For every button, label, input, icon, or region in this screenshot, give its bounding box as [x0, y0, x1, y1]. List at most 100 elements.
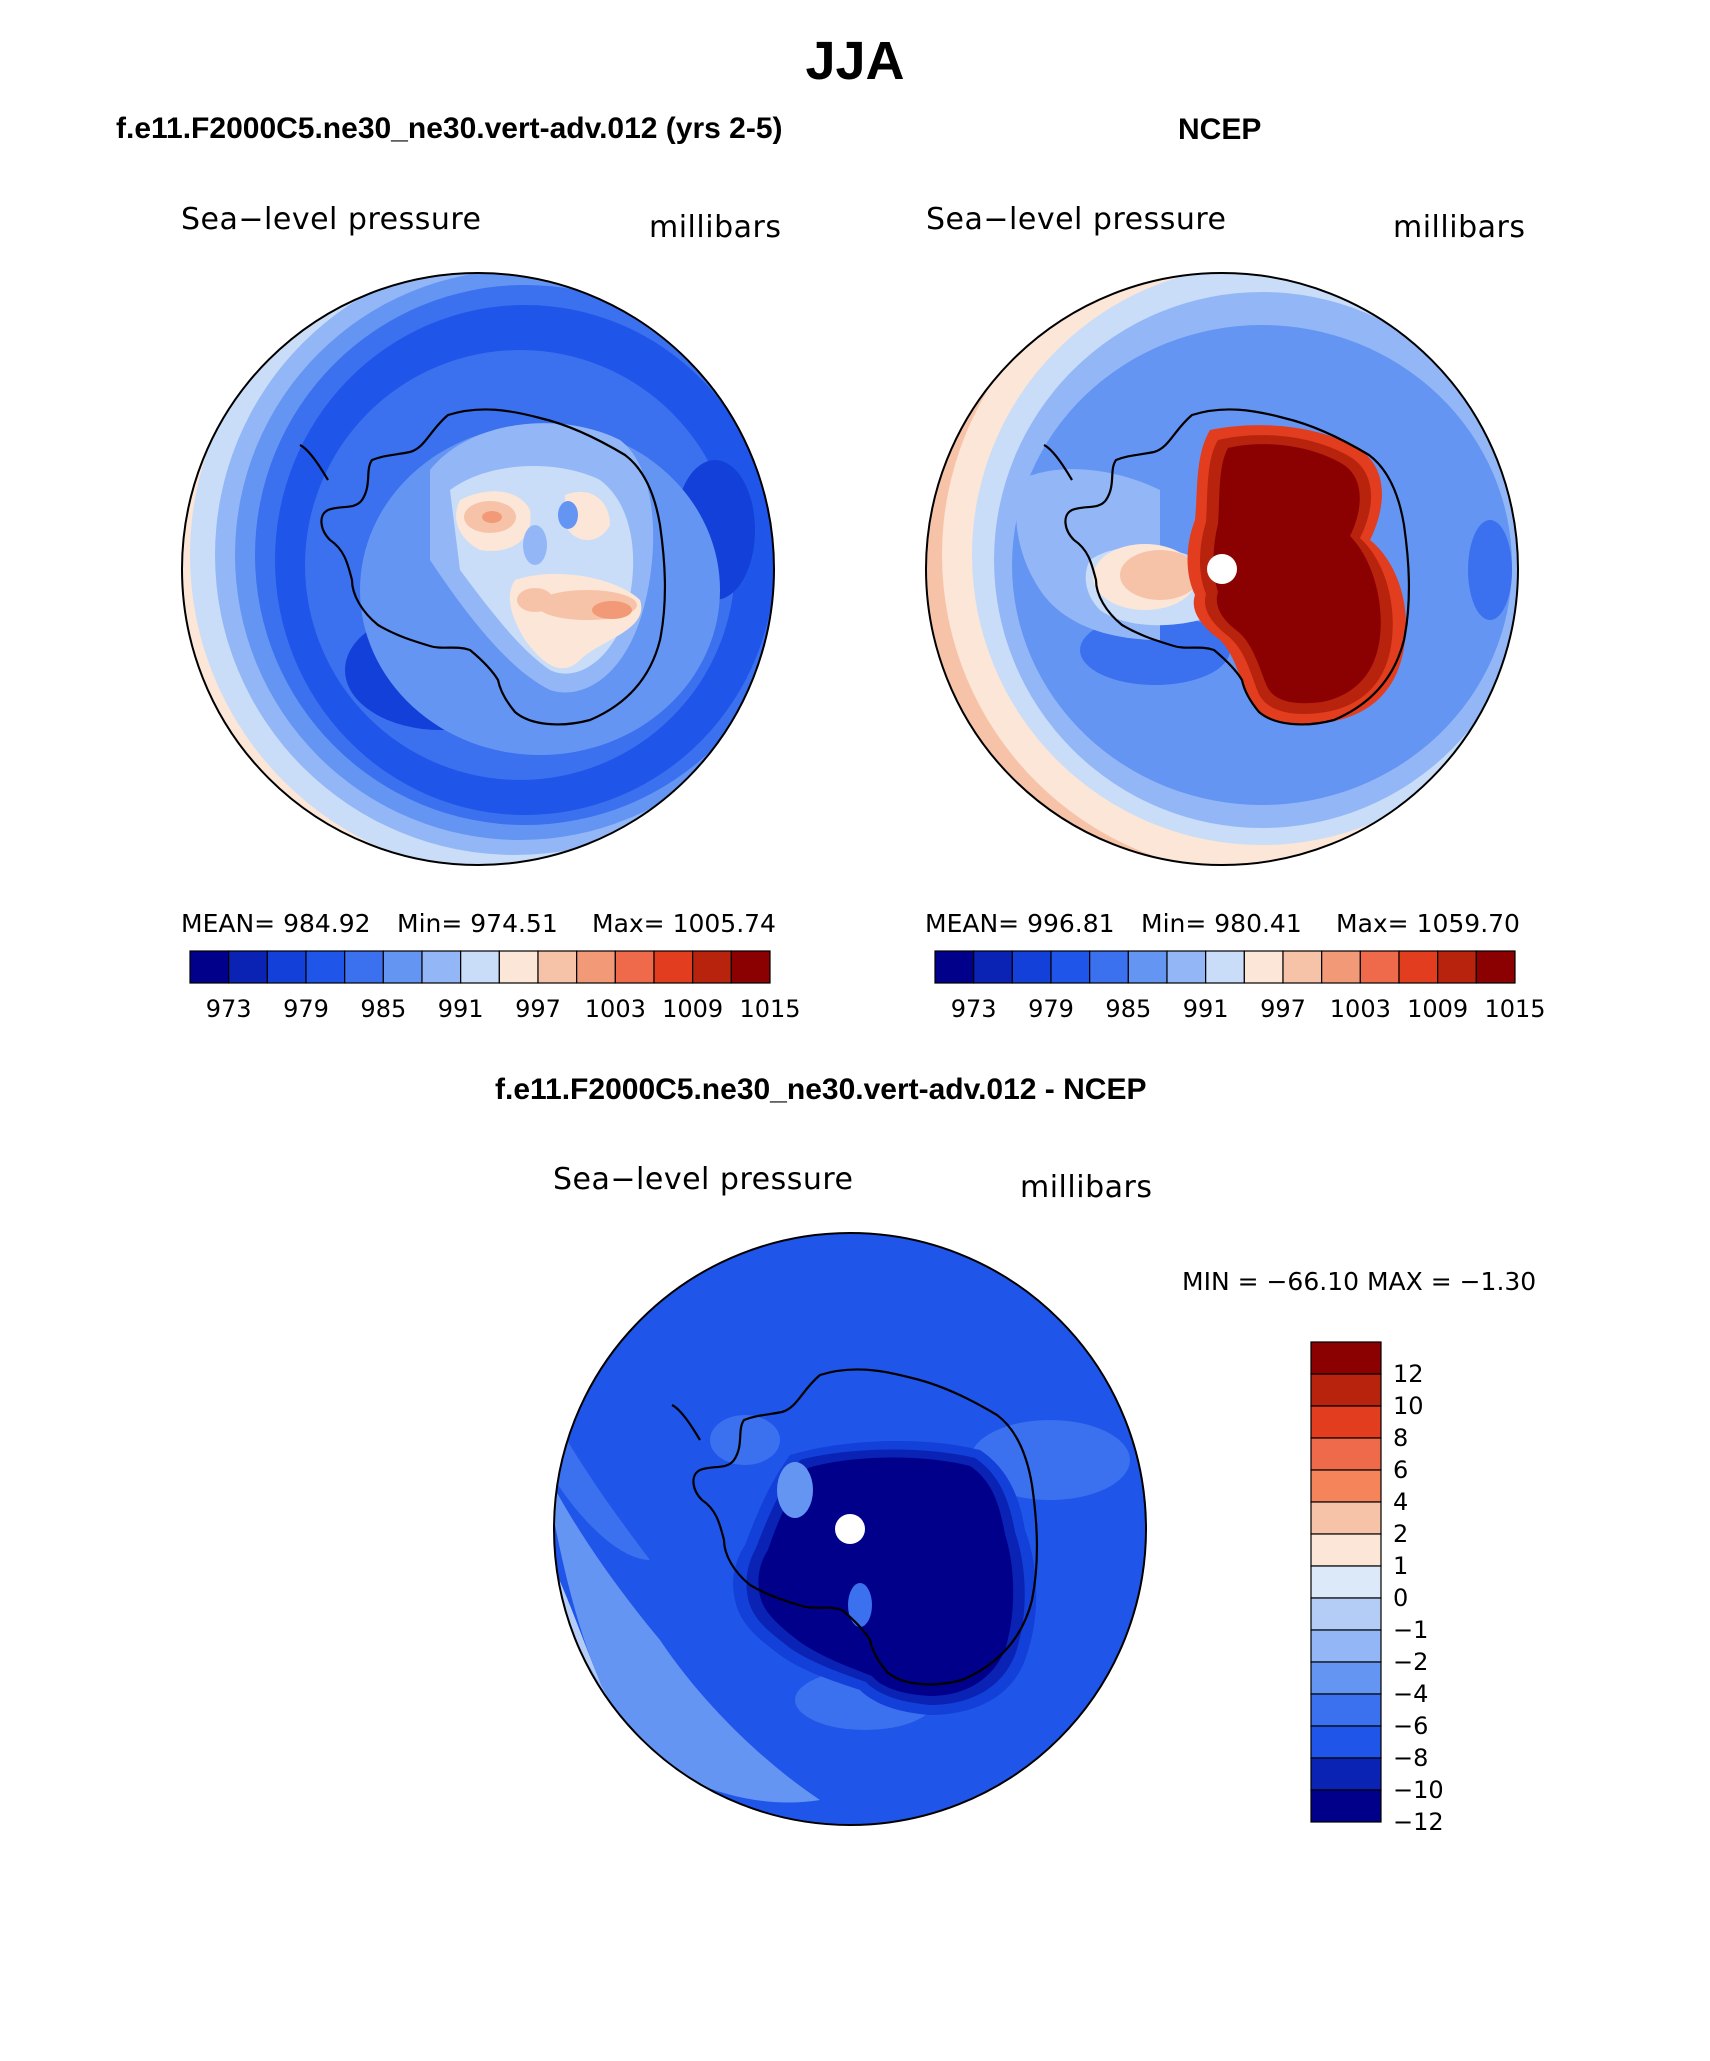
model-colorbar-box-12 — [653, 950, 694, 984]
model-colorbar-box-7 — [460, 950, 500, 984]
diff-field — [554, 1233, 1146, 1825]
diff-case-title: f.e11.F2000C5.ne30_ne30.vert-adv.012 - N… — [495, 1073, 1147, 1106]
diff-colorbar-tick-3: 6 — [1393, 1456, 1409, 1484]
obs-colorbar-box-9 — [1282, 950, 1323, 984]
diff-colorbar-box-10 — [1310, 1661, 1382, 1695]
obs-colorbar-box-0 — [934, 950, 975, 984]
diff-pole-marker — [835, 1514, 865, 1544]
model-mean-stat: MEAN= 984.92 — [181, 909, 371, 938]
model-colorbar-box-11 — [614, 950, 655, 984]
obs-colorbar-box-5 — [1127, 950, 1168, 984]
model-colorbar-box-6 — [421, 950, 462, 984]
diff-colorbar-tick-14: −12 — [1393, 1808, 1444, 1836]
obs-colorbar-box-14 — [1475, 950, 1516, 984]
model-colorbar-tick-6: 1009 — [662, 995, 724, 1023]
diff-colorbar-box-3 — [1310, 1437, 1382, 1471]
obs-colorbar-tick-1: 979 — [1028, 995, 1074, 1023]
diff-colorbar-tick-0: 12 — [1393, 1360, 1424, 1388]
model-colorbar-box-9 — [537, 950, 578, 984]
diff-colorbar-box-2 — [1310, 1405, 1382, 1439]
model-antarctica-coastline — [299, 408, 667, 726]
obs-colorbar — [934, 950, 1516, 984]
diff-colorbar-box-5 — [1310, 1501, 1382, 1535]
model-colorbar-tick-1: 979 — [283, 995, 329, 1023]
obs-colorbar-box-4 — [1089, 950, 1129, 984]
diff-colorbar-tick-7: 0 — [1393, 1584, 1409, 1612]
model-colorbar-box-3 — [305, 950, 346, 984]
diff-colorbar-tick-9: −2 — [1393, 1648, 1429, 1676]
model-variable-label: Sea−level pressure — [181, 202, 482, 237]
obs-colorbar-tick-7: 1015 — [1484, 995, 1546, 1023]
diff-colorbar-box-0 — [1310, 1341, 1382, 1375]
diff-colorbar-box-13 — [1310, 1757, 1382, 1791]
model-colorbar-box-13 — [692, 950, 732, 984]
diff-minmax-stat: MIN = −66.10 MAX = −1.30 — [1182, 1267, 1537, 1296]
model-colorbar-box-1 — [228, 950, 268, 984]
diff-colorbar-box-6 — [1310, 1533, 1382, 1567]
diff-colorbar-box-11 — [1310, 1693, 1382, 1727]
diff-colorbar-tick-8: −1 — [1393, 1616, 1429, 1644]
diff-colorbar-tick-6: 1 — [1393, 1552, 1409, 1580]
obs-case-title: NCEP — [1178, 113, 1262, 146]
diff-colorbar-box-12 — [1310, 1725, 1382, 1759]
obs-colorbar-tick-4: 997 — [1260, 995, 1306, 1023]
model-colorbar-box-10 — [576, 950, 616, 984]
diff-variable-label: Sea−level pressure — [553, 1162, 854, 1197]
diff-colorbar-tick-4: 4 — [1393, 1488, 1409, 1516]
obs-field — [926, 273, 1518, 865]
model-colorbar-box-8 — [498, 950, 539, 984]
obs-colorbar-tick-3: 991 — [1182, 995, 1229, 1023]
model-colorbar — [189, 950, 771, 984]
diff-colorbar-box-1 — [1310, 1373, 1382, 1407]
diff-units-label: millibars — [1020, 1170, 1153, 1205]
obs-mean-stat: MEAN= 996.81 — [925, 909, 1115, 938]
model-colorbar-tick-3: 991 — [437, 995, 484, 1023]
obs-colorbar-tick-5: 1003 — [1329, 995, 1391, 1023]
obs-units-label: millibars — [1393, 210, 1526, 245]
obs-colorbar-tick-0: 973 — [950, 995, 997, 1023]
obs-max-stat: Max= 1059.70 — [1336, 909, 1520, 938]
obs-colorbar-box-13 — [1437, 950, 1477, 984]
model-colorbar-box-2 — [266, 950, 307, 984]
diff-colorbar-box-4 — [1310, 1469, 1382, 1503]
model-colorbar-box-14 — [730, 950, 771, 984]
obs-colorbar-box-11 — [1359, 950, 1400, 984]
obs-colorbar-box-6 — [1166, 950, 1207, 984]
model-colorbar-tick-4: 997 — [515, 995, 561, 1023]
model-colorbar-box-0 — [189, 950, 230, 984]
diff-colorbar-box-8 — [1310, 1597, 1382, 1631]
diff-colorbar-tick-10: −4 — [1393, 1680, 1429, 1708]
obs-colorbar-box-12 — [1398, 950, 1439, 984]
model-field — [182, 273, 774, 865]
model-colorbar-tick-0: 973 — [205, 995, 252, 1023]
obs-colorbar-box-10 — [1321, 950, 1361, 984]
diff-colorbar-box-7 — [1310, 1565, 1382, 1599]
diff-colorbar-tick-1: 10 — [1393, 1392, 1424, 1420]
obs-colorbar-box-3 — [1050, 950, 1091, 984]
diff-colorbar-tick-5: 2 — [1393, 1520, 1409, 1548]
diff-colorbar-tick-2: 8 — [1393, 1424, 1409, 1452]
model-min-stat: Min= 974.51 — [397, 909, 558, 938]
main-title: JJA — [805, 31, 905, 91]
diff-colorbar — [1310, 1341, 1382, 1823]
obs-colorbar-tick-2: 985 — [1105, 995, 1152, 1023]
diff-colorbar-tick-11: −6 — [1393, 1712, 1429, 1740]
obs-colorbar-box-1 — [973, 950, 1013, 984]
model-colorbar-tick-5: 1003 — [584, 995, 646, 1023]
model-max-stat: Max= 1005.74 — [592, 909, 776, 938]
model-colorbar-box-4 — [344, 950, 384, 984]
obs-colorbar-box-2 — [1011, 950, 1052, 984]
obs-antarctica-coastline — [1043, 408, 1411, 726]
model-colorbar-box-5 — [382, 950, 423, 984]
diff-colorbar-tick-12: −8 — [1393, 1744, 1429, 1772]
diff-colorbar-box-9 — [1310, 1629, 1382, 1663]
model-colorbar-tick-2: 985 — [360, 995, 407, 1023]
obs-min-stat: Min= 980.41 — [1141, 909, 1302, 938]
diff-colorbar-box-14 — [1310, 1789, 1382, 1823]
obs-pole-marker — [1207, 554, 1237, 584]
model-units-label: millibars — [649, 210, 782, 245]
model-colorbar-tick-7: 1015 — [739, 995, 801, 1023]
